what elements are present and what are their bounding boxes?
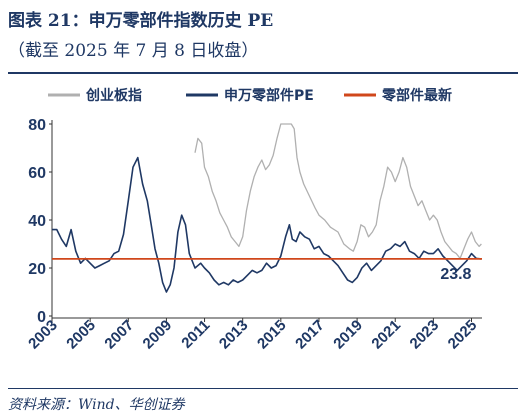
y-tick-label-4: 80 — [28, 117, 46, 134]
legend-label-latest: 零部件最新 — [381, 87, 452, 104]
source-divider — [8, 388, 518, 389]
x-tick-label-8: 2019 — [330, 317, 366, 353]
x-tick-label-6: 2015 — [254, 317, 290, 353]
y-tick-label-1: 20 — [28, 261, 46, 278]
series-line-chuangyeban — [194, 123, 482, 260]
figure-title-main: 图表 21：申万零部件指数历史 PE — [8, 11, 274, 31]
figure-title-sub: （截至 2025 年 7 月 8 日收盘） — [8, 41, 259, 61]
x-ticks: 2003 2005 2007 2009 2011 2013 2015 2017 2019 2021… — [25, 317, 480, 353]
x-tick-label-2: 2007 — [101, 317, 137, 353]
series-line-pe — [52, 156, 482, 293]
y-tick-label-2: 40 — [28, 213, 46, 230]
legend-label-pe: 申万零部件PE — [224, 87, 314, 104]
x-tick-label-0: 2003 — [25, 317, 61, 353]
y-tick-label-3: 60 — [28, 165, 46, 182]
y-ticks: 0 20 40 60 80 — [28, 117, 52, 326]
x-tick-label-4: 2011 — [178, 317, 213, 352]
source-note: 资料来源：Wind、华创证券 — [8, 397, 185, 413]
legend-label-chuangyeban: 创业板指 — [85, 87, 142, 104]
x-tick-label-9: 2021 — [368, 317, 404, 353]
x-tick-label-7: 2017 — [292, 317, 328, 353]
legend: 创业板指 申万零部件PE 零部件最新 — [48, 87, 452, 104]
x-tick-label-10: 2023 — [407, 317, 443, 353]
x-tick-label-1: 2005 — [63, 317, 99, 353]
x-tick-label-11: 2025 — [445, 317, 481, 353]
x-tick-label-3: 2009 — [140, 317, 176, 353]
x-tick-label-5: 2013 — [216, 317, 252, 353]
series-lines — [52, 123, 482, 293]
figure-title: 图表 21：申万零部件指数历史 PE （截至 2025 年 7 月 8 日收盘） — [8, 6, 518, 66]
title-divider — [8, 72, 518, 74]
y-tick-label-0: 0 — [37, 309, 46, 326]
latest-value-annotation: 23.8 — [440, 266, 471, 283]
